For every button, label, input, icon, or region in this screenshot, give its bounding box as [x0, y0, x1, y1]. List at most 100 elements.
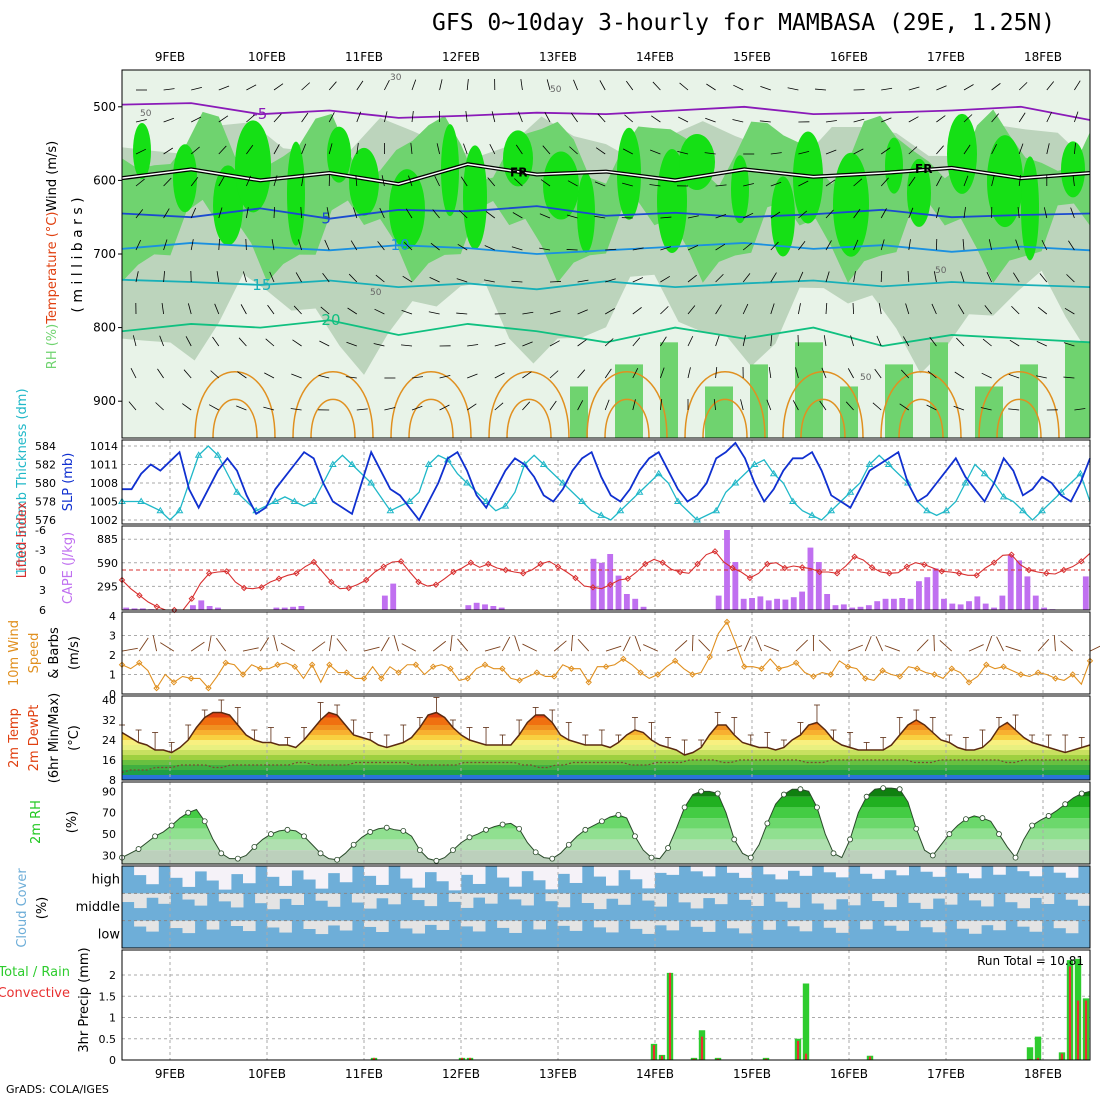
rh-contour-label: 30: [390, 73, 402, 83]
rh2m-marker: [450, 847, 456, 854]
wind-barb: [373, 343, 385, 347]
cloud-gap: [194, 893, 208, 906]
run-total-label: Run Total = 10.81: [977, 954, 1084, 968]
cape-bar: [465, 605, 472, 610]
rh2m-marker: [152, 833, 158, 840]
cloud-gap: [1041, 893, 1055, 904]
wind-barb: [295, 272, 302, 283]
wind-barb-10m: [207, 635, 212, 652]
temperature-contour: [122, 102, 1090, 121]
thickness-marker: [980, 469, 989, 477]
rh-lower-plume: [660, 342, 678, 438]
cloud-gap: [255, 893, 268, 904]
lifted-index-marker: [258, 584, 265, 591]
wind-barb: [605, 248, 617, 251]
wind-speed-marker: [1000, 663, 1007, 670]
temperature-contour-25: [586, 371, 668, 438]
cape-bar: [749, 598, 755, 610]
wind-barb: [632, 368, 639, 379]
rh-core: [1061, 141, 1085, 198]
rh-core: [947, 113, 977, 194]
cloud-gap: [521, 893, 534, 906]
rh2m-marker: [185, 809, 192, 816]
wind-barb: [456, 312, 468, 315]
cloud-gap: [654, 866, 667, 873]
cloud-gap: [557, 866, 571, 874]
wind-barb-10m: [634, 635, 641, 652]
thickness-tick-label: 576: [35, 514, 56, 527]
thickness-marker: [156, 506, 165, 514]
wind-barb-10m: [449, 635, 453, 652]
wind-barb: [319, 340, 330, 347]
wind-panel-frame: [121, 611, 1091, 695]
wind-barb: [494, 342, 506, 347]
wind-barb: [1015, 239, 1020, 251]
wind-barb: [549, 310, 561, 315]
cloud-gap: [436, 866, 450, 882]
date-label-bottom: 17FEB: [927, 1067, 965, 1081]
temperature-contour-30: [800, 398, 846, 438]
cloud-gap: [618, 866, 631, 871]
cloud-gap: [182, 893, 196, 900]
wind-barb: [770, 335, 773, 347]
cape-tick-label: 295: [97, 580, 118, 593]
cape-bar: [206, 606, 213, 610]
wind-barb: [566, 249, 578, 251]
rh2m-marker: [996, 831, 1002, 837]
lifted-index-marker: [921, 561, 928, 568]
convective-bar: [1084, 1000, 1088, 1060]
cloud-gap: [702, 893, 716, 899]
wind-barb: [577, 279, 589, 283]
wind-barb: [1039, 273, 1048, 283]
rh2m-marker: [284, 826, 291, 833]
cloud-gap: [388, 893, 401, 905]
thickness-tick-label: 580: [35, 477, 56, 490]
cloud-gap: [739, 893, 752, 900]
wind-barb: [770, 272, 777, 283]
lifted-index-marker: [432, 581, 440, 588]
wind-barb: [1072, 175, 1075, 187]
wind-barb: [740, 399, 744, 411]
rh2m-tick-label: 50: [102, 828, 116, 841]
wind-barb: [350, 240, 358, 251]
wind-barb: [577, 339, 587, 347]
rh-lower-plume: [705, 386, 733, 438]
thickness-marker: [405, 497, 414, 504]
cape-bar: [498, 607, 505, 610]
rh2m-marker: [615, 811, 622, 818]
rh2m-marker: [549, 855, 556, 862]
cloud-gap: [533, 866, 546, 881]
temperature-contour: [122, 205, 1090, 220]
date-label-top: 11FEB: [345, 50, 383, 64]
rh2m-marker: [317, 850, 324, 857]
wind-barb: [798, 210, 808, 219]
temp-band: [122, 770, 1090, 775]
wind-barb: [880, 147, 891, 155]
wind-barb-10m: [968, 644, 984, 652]
cloud-axis-label: Cloud Cover: [15, 868, 30, 948]
wind-barb: [301, 143, 307, 155]
wind-barb-10m: [1089, 645, 1100, 652]
rh-core: [389, 169, 425, 250]
thickness-marker: [386, 506, 395, 514]
wind-barb: [356, 143, 359, 155]
wind-barb: [401, 344, 413, 347]
wind-barb: [704, 152, 716, 155]
wind-barb: [792, 400, 799, 411]
wind-barb: [853, 178, 863, 187]
date-label-bottom: 9FEB: [155, 1067, 185, 1081]
cloud-gap: [509, 920, 522, 933]
cape-bar: [982, 603, 989, 610]
cloud-gap: [424, 920, 438, 925]
cloud-gap: [557, 893, 571, 908]
wind-barb: [375, 274, 385, 283]
cloud-gap: [787, 866, 801, 871]
lifted-index-marker: [415, 578, 422, 586]
wind-barb: [384, 407, 396, 411]
wind-barb: [905, 303, 910, 315]
convective-bar: [1076, 1000, 1080, 1060]
date-label-top: 14FEB: [636, 50, 674, 64]
rh-core: [731, 155, 749, 224]
thickness-marker: [712, 506, 721, 514]
wind-barb: [163, 239, 168, 251]
